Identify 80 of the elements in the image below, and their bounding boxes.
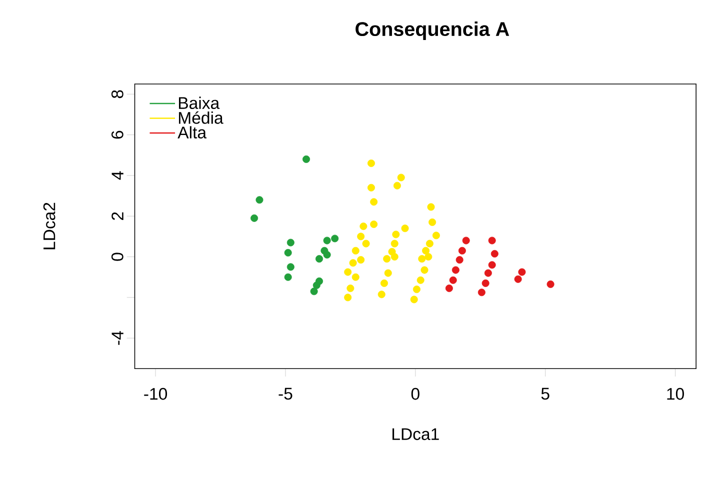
point [323, 236, 331, 244]
point [250, 214, 258, 222]
legend-label: Baixa [178, 96, 220, 109]
point [344, 268, 352, 276]
y-tick-label: 6 [111, 130, 124, 139]
point [352, 273, 360, 281]
point [362, 240, 370, 248]
point [360, 222, 368, 230]
point [410, 296, 418, 304]
point [310, 288, 318, 296]
legend-label: Média [178, 111, 224, 124]
point [286, 238, 294, 246]
y-tick-label: 8 [111, 90, 124, 98]
point [367, 159, 375, 168]
point [482, 279, 490, 287]
point [412, 286, 420, 294]
point [518, 268, 526, 276]
point [416, 276, 424, 284]
point [284, 248, 292, 256]
point [378, 290, 386, 298]
y-tick-label: 0 [111, 252, 124, 261]
point [418, 255, 426, 263]
point [462, 236, 470, 244]
point [432, 232, 440, 240]
point [424, 253, 432, 261]
point [256, 196, 264, 204]
point [452, 266, 460, 274]
point [490, 250, 498, 258]
y-tick-label: 2 [112, 212, 124, 220]
point [357, 256, 365, 264]
x-tick-label: -5 [278, 388, 292, 400]
x-tick-label: 0 [411, 388, 420, 400]
point [370, 220, 378, 228]
x-tick-label: 5 [541, 388, 550, 400]
point [392, 230, 400, 238]
point [383, 255, 391, 263]
x-tick-label: 10 [667, 388, 684, 400]
point [384, 269, 392, 277]
y-axis-title: LDca2 [43, 202, 56, 250]
point [458, 246, 466, 254]
point [428, 218, 436, 226]
point [349, 259, 357, 267]
point [426, 240, 434, 248]
point [449, 276, 457, 284]
x-tick-label: -10 [144, 388, 168, 400]
point [397, 174, 405, 182]
point [546, 280, 554, 288]
point [393, 182, 401, 190]
point [284, 273, 292, 281]
y-tick-label: 4 [112, 171, 124, 180]
point [390, 253, 398, 261]
point [390, 240, 398, 248]
point [422, 246, 430, 254]
point [420, 266, 428, 274]
point [357, 232, 365, 240]
legend-label: Alta [178, 126, 207, 138]
point [315, 255, 324, 263]
point [344, 294, 352, 302]
point [478, 288, 486, 296]
point [484, 269, 492, 277]
point [427, 203, 435, 211]
point [488, 261, 496, 269]
point [312, 281, 320, 289]
point [367, 184, 375, 192]
point [346, 284, 354, 292]
point [302, 155, 310, 163]
point [323, 250, 331, 258]
chart-title: Consequencia A [356, 22, 510, 40]
point [331, 234, 339, 242]
point [352, 246, 360, 254]
point [286, 263, 294, 271]
point [456, 256, 464, 264]
point [445, 284, 453, 292]
point [488, 236, 496, 244]
point [380, 279, 388, 287]
point [514, 275, 522, 283]
point [401, 224, 409, 232]
point [370, 198, 378, 206]
y-tick-label: -4 [112, 331, 124, 345]
x-axis-title: LDca1 [392, 428, 439, 440]
